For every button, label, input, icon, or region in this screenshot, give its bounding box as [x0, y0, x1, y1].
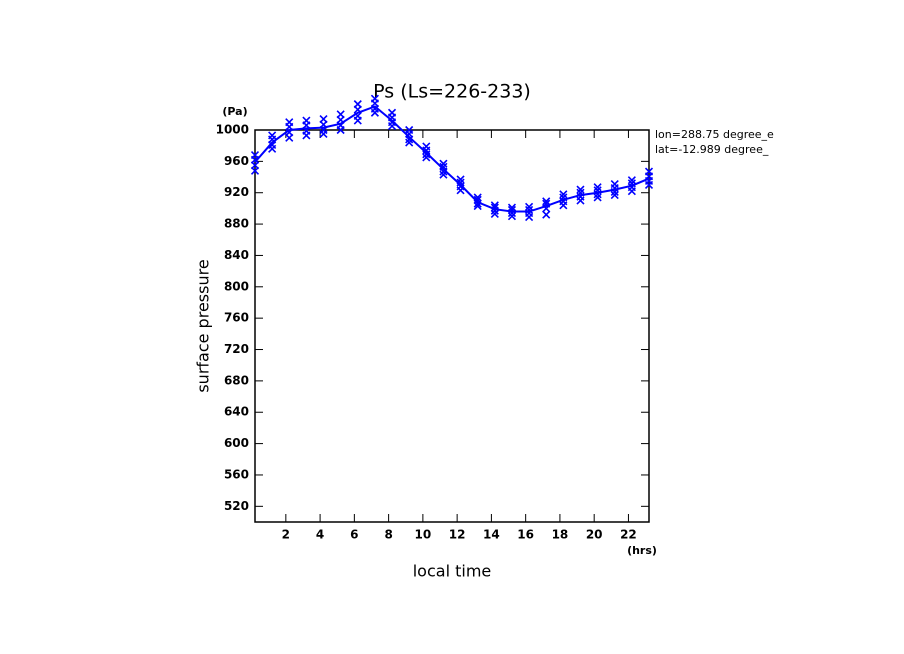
x-tick-label: 18 — [552, 528, 569, 542]
annotations: lon=288.75 degree_e lat=-12.989 degree_ — [655, 128, 774, 156]
sample-marker — [593, 193, 602, 202]
sample-marker — [610, 180, 619, 189]
sample-marker — [422, 142, 431, 151]
sample-marker — [456, 178, 465, 187]
sample-marker — [336, 110, 345, 119]
y-tick-label: 520 — [224, 499, 249, 513]
sample-marker — [507, 212, 517, 221]
y-tick-label: 1000 — [216, 123, 249, 137]
x-tick-label: 10 — [415, 528, 432, 542]
x-tick-label: 8 — [384, 528, 392, 542]
sample-marker — [525, 202, 534, 211]
sample-marker — [439, 162, 448, 171]
y-tick-label: 600 — [224, 436, 249, 450]
sample-marker — [576, 185, 585, 194]
sample-marker — [490, 209, 499, 218]
sample-marker — [353, 100, 362, 109]
y-tick-label: 680 — [224, 373, 249, 387]
y-tick-label: 560 — [224, 467, 249, 481]
chart-title: Ps (Ls=226-233) — [373, 81, 531, 103]
y-tick-label: 640 — [224, 405, 249, 419]
sample-marker — [285, 118, 294, 127]
annotation: lon=288.75 degree_e — [655, 128, 774, 141]
x-tick-label: 16 — [517, 528, 534, 542]
mean-line — [254, 105, 650, 213]
y-tick-label: 920 — [224, 185, 249, 199]
sample-marker — [542, 197, 551, 206]
sample-marker — [644, 167, 654, 176]
sample-marker — [405, 125, 414, 135]
sample-marker — [319, 114, 328, 124]
y-tick-label: 960 — [224, 154, 249, 168]
y-tick-label: 840 — [224, 248, 249, 262]
y-axis-label: surface pressure — [194, 259, 213, 392]
sample-marker — [627, 176, 636, 185]
y-tick-label: 800 — [224, 279, 249, 293]
sample-marker — [250, 151, 260, 160]
x-unit: (hrs) — [627, 544, 657, 557]
x-tick-label: 20 — [586, 528, 603, 542]
x-tick-label: 2 — [282, 528, 290, 542]
annotation: lat=-12.989 degree_ — [655, 143, 769, 156]
sample-marker — [302, 116, 311, 125]
y-tick-label: 760 — [224, 311, 249, 325]
y-tick-label: 880 — [224, 217, 249, 231]
plot-frame — [254, 129, 650, 523]
sample-marker — [387, 108, 397, 117]
x-tick-label: 6 — [350, 528, 358, 542]
sample-marker — [268, 131, 277, 140]
y-tick-label: 720 — [224, 342, 249, 356]
x-tick-label: 14 — [483, 528, 500, 542]
sample-marker — [507, 203, 517, 212]
y-unit: (Pa) — [222, 105, 247, 118]
sample-marker — [610, 191, 619, 200]
x-tick-label: 4 — [316, 528, 324, 542]
x-axis-label: local time — [413, 562, 492, 581]
x-tick-label: 12 — [449, 528, 466, 542]
sample-marker — [542, 210, 551, 219]
x-tick-label: 22 — [620, 528, 637, 542]
sample-marker — [370, 94, 379, 103]
sample-marker — [559, 190, 568, 199]
sample-marker — [593, 183, 602, 192]
